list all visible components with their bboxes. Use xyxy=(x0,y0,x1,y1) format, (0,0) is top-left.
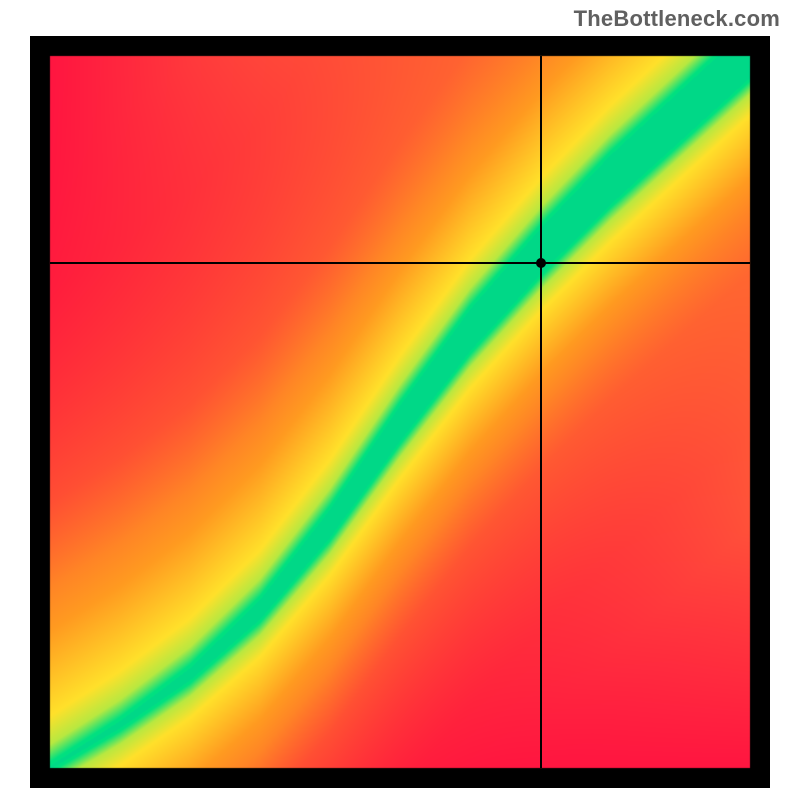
bottleneck-heatmap xyxy=(30,36,770,788)
crosshair-dot xyxy=(536,258,546,268)
crosshair-horizontal xyxy=(50,262,750,264)
crosshair-vertical xyxy=(540,56,542,768)
watermark-text: TheBottleneck.com xyxy=(574,6,780,32)
